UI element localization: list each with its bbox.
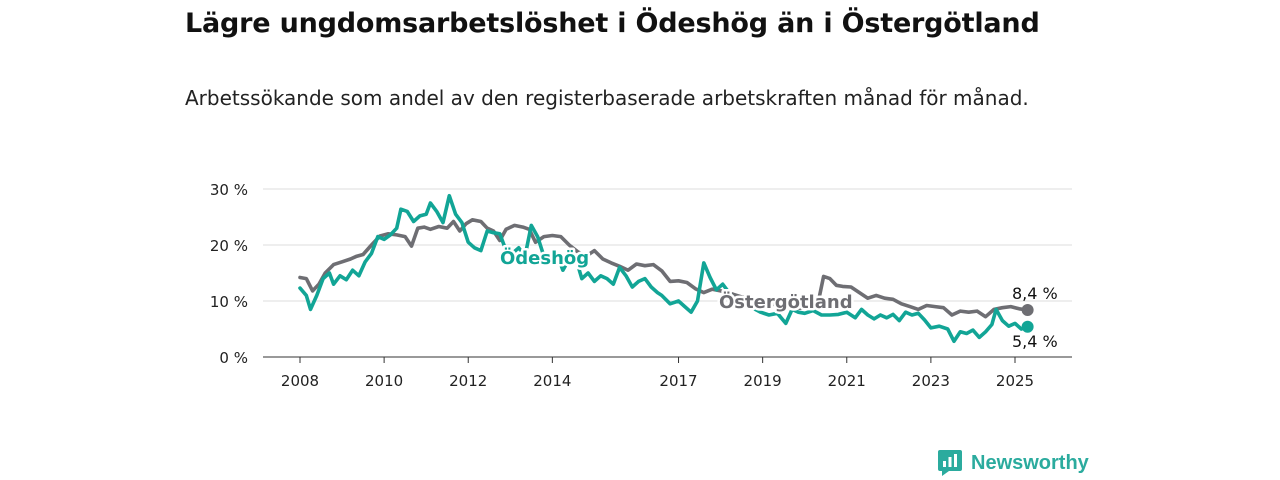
series-label-odeshog: Ödeshög — [500, 247, 589, 269]
newsworthy-logo-icon — [938, 450, 962, 476]
x-tick-label: 2019 — [744, 372, 782, 390]
y-tick-label: 10 % — [210, 293, 248, 311]
x-tick-label: 2023 — [912, 372, 950, 390]
x-tick-label: 2021 — [828, 372, 866, 390]
y-tick-label: 20 % — [210, 237, 248, 255]
end-label-ostergotland: 8,4 % — [1012, 284, 1058, 303]
chart-title: Lägre ungdomsarbetslöshet i Ödeshög än i… — [185, 8, 1040, 39]
y-tick-label: 30 % — [210, 181, 248, 199]
series-label-odeshog-halo: Ödeshög — [500, 247, 589, 269]
x-tick-label: 2014 — [533, 372, 571, 390]
brand-logo: Newsworthy — [937, 449, 1089, 477]
series-label-ostergotland: Östergötland — [719, 291, 853, 313]
x-tick-label: 2025 — [996, 372, 1034, 390]
series-label-ostergotland-halo: Östergötland — [719, 291, 853, 313]
series-line-odeshog — [298, 193, 1030, 344]
y-tick-label: 0 % — [219, 349, 248, 367]
brand-name: Newsworthy — [971, 451, 1089, 474]
end-point-odeshog — [1021, 320, 1034, 333]
end-point-ostergotland — [1021, 303, 1034, 316]
x-tick-label: 2012 — [449, 372, 487, 390]
x-tick-label: 2008 — [281, 372, 319, 390]
series-line-ostergotland — [298, 218, 1030, 319]
x-tick-label: 2017 — [659, 372, 697, 390]
x-tick-label: 2010 — [365, 372, 403, 390]
chart-subtitle: Arbetssökande som andel av den registerb… — [185, 86, 1029, 110]
end-label-odeshog: 5,4 % — [1012, 332, 1058, 351]
